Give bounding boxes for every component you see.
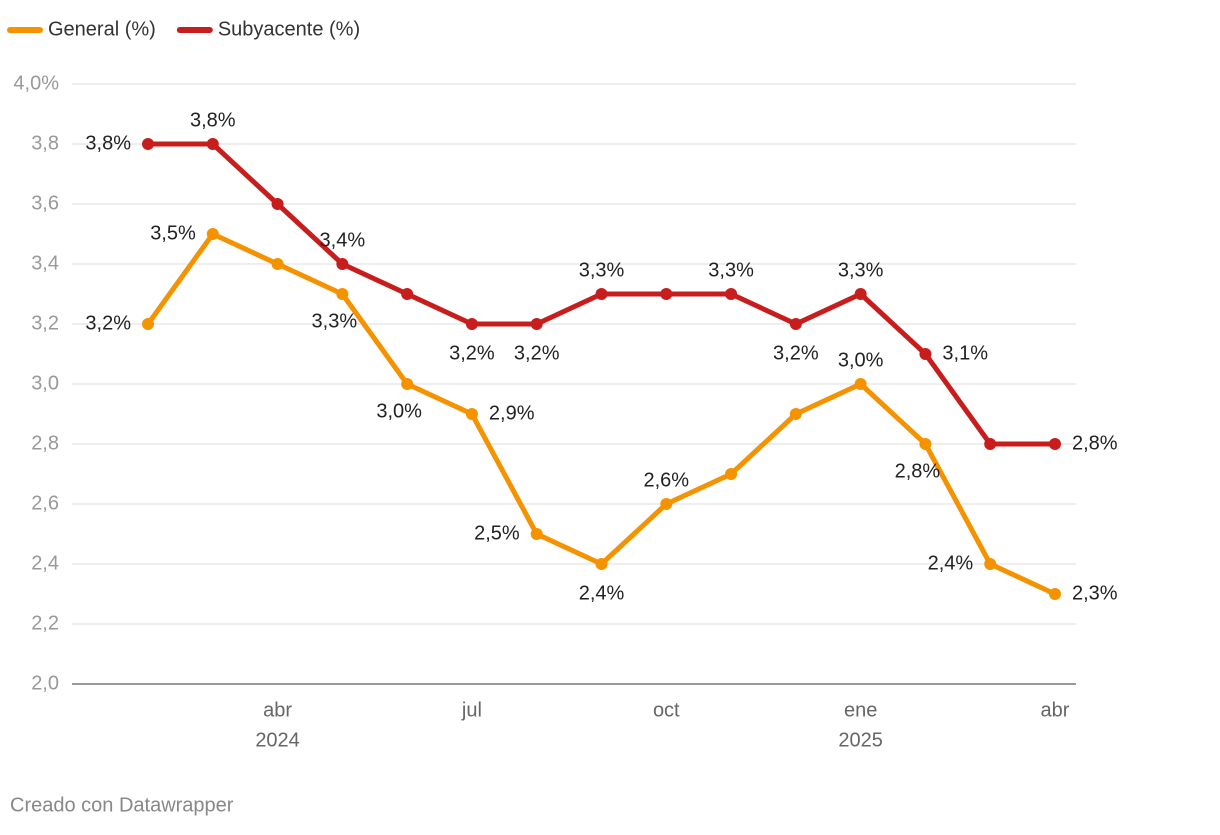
data-point bbox=[984, 558, 997, 570]
data-label: 3,3% bbox=[312, 310, 358, 332]
data-point bbox=[595, 558, 608, 570]
data-point bbox=[465, 318, 478, 330]
data-label: 3,8% bbox=[85, 132, 131, 154]
x-tick-label: oct bbox=[653, 699, 680, 721]
data-point bbox=[142, 318, 154, 330]
footer: Creado con Datawrapper bbox=[10, 794, 234, 816]
data-label: 3,5% bbox=[150, 222, 196, 244]
y-tick-label: 3,2 bbox=[31, 312, 59, 334]
data-point bbox=[919, 438, 932, 450]
data-point bbox=[465, 408, 478, 420]
data-label: 2,8% bbox=[895, 460, 941, 482]
data-label: 3,1% bbox=[942, 342, 988, 364]
data-point bbox=[854, 288, 867, 300]
x-tick-label: abr bbox=[263, 699, 292, 721]
x-year-label: 2024 bbox=[255, 729, 300, 751]
y-tick-label: 4,0% bbox=[13, 72, 59, 94]
x-tick-label: jul bbox=[461, 699, 482, 721]
data-label: 3,0% bbox=[376, 400, 422, 422]
legend-label: Subyacente (%) bbox=[218, 18, 360, 40]
data-point bbox=[919, 348, 932, 360]
data-label: 2,3% bbox=[1072, 582, 1118, 604]
data-label: 3,4% bbox=[320, 229, 366, 251]
data-point bbox=[401, 378, 414, 390]
data-point bbox=[789, 408, 802, 420]
data-point bbox=[984, 438, 997, 450]
y-tick-label: 2,6 bbox=[31, 492, 59, 514]
data-point bbox=[206, 228, 219, 240]
data-point bbox=[336, 258, 349, 270]
data-label: 3,3% bbox=[579, 259, 625, 281]
data-point bbox=[530, 318, 543, 330]
data-label: 3,8% bbox=[190, 109, 236, 131]
data-point bbox=[1049, 438, 1061, 450]
data-label: 3,3% bbox=[838, 259, 884, 281]
data-point bbox=[595, 288, 608, 300]
data-point bbox=[660, 498, 673, 510]
data-point bbox=[660, 288, 673, 300]
y-tick-label: 3,8 bbox=[31, 132, 59, 154]
data-label: 2,5% bbox=[474, 522, 520, 544]
data-point bbox=[789, 318, 802, 330]
x-year-label: 2025 bbox=[838, 729, 883, 751]
data-label: 3,2% bbox=[449, 342, 495, 364]
data-label: 2,8% bbox=[1072, 432, 1118, 454]
data-label: 3,2% bbox=[514, 342, 560, 364]
data-label: 3,3% bbox=[708, 259, 754, 281]
data-point bbox=[271, 198, 284, 210]
y-tick-label: 2,2 bbox=[31, 612, 59, 634]
y-tick-label: 3,0 bbox=[31, 372, 59, 394]
y-tick-label: 3,6 bbox=[31, 192, 59, 214]
data-label: 2,4% bbox=[928, 552, 974, 574]
data-label: 3,2% bbox=[773, 342, 819, 364]
legend-label: General (%) bbox=[48, 18, 156, 40]
x-tick-label: ene bbox=[844, 699, 877, 721]
data-point bbox=[1049, 588, 1061, 600]
data-point bbox=[854, 378, 867, 390]
y-tick-label: 2,8 bbox=[31, 432, 59, 454]
data-point bbox=[530, 528, 543, 540]
data-point bbox=[725, 288, 738, 300]
data-label: 2,4% bbox=[579, 582, 625, 604]
data-point bbox=[336, 288, 349, 300]
y-tick-label: 2,0 bbox=[31, 672, 59, 694]
data-point bbox=[142, 138, 154, 150]
x-tick-label: abr bbox=[1041, 699, 1070, 721]
data-label: 2,6% bbox=[643, 469, 689, 491]
data-label: 3,0% bbox=[838, 349, 884, 371]
data-point bbox=[271, 258, 284, 270]
data-label: 2,9% bbox=[489, 402, 535, 424]
data-point bbox=[401, 288, 414, 300]
y-tick-label: 2,4 bbox=[31, 552, 59, 574]
data-label: 3,2% bbox=[85, 312, 131, 334]
data-point bbox=[206, 138, 219, 150]
y-tick-label: 3,4 bbox=[31, 252, 59, 274]
data-point bbox=[725, 468, 738, 480]
